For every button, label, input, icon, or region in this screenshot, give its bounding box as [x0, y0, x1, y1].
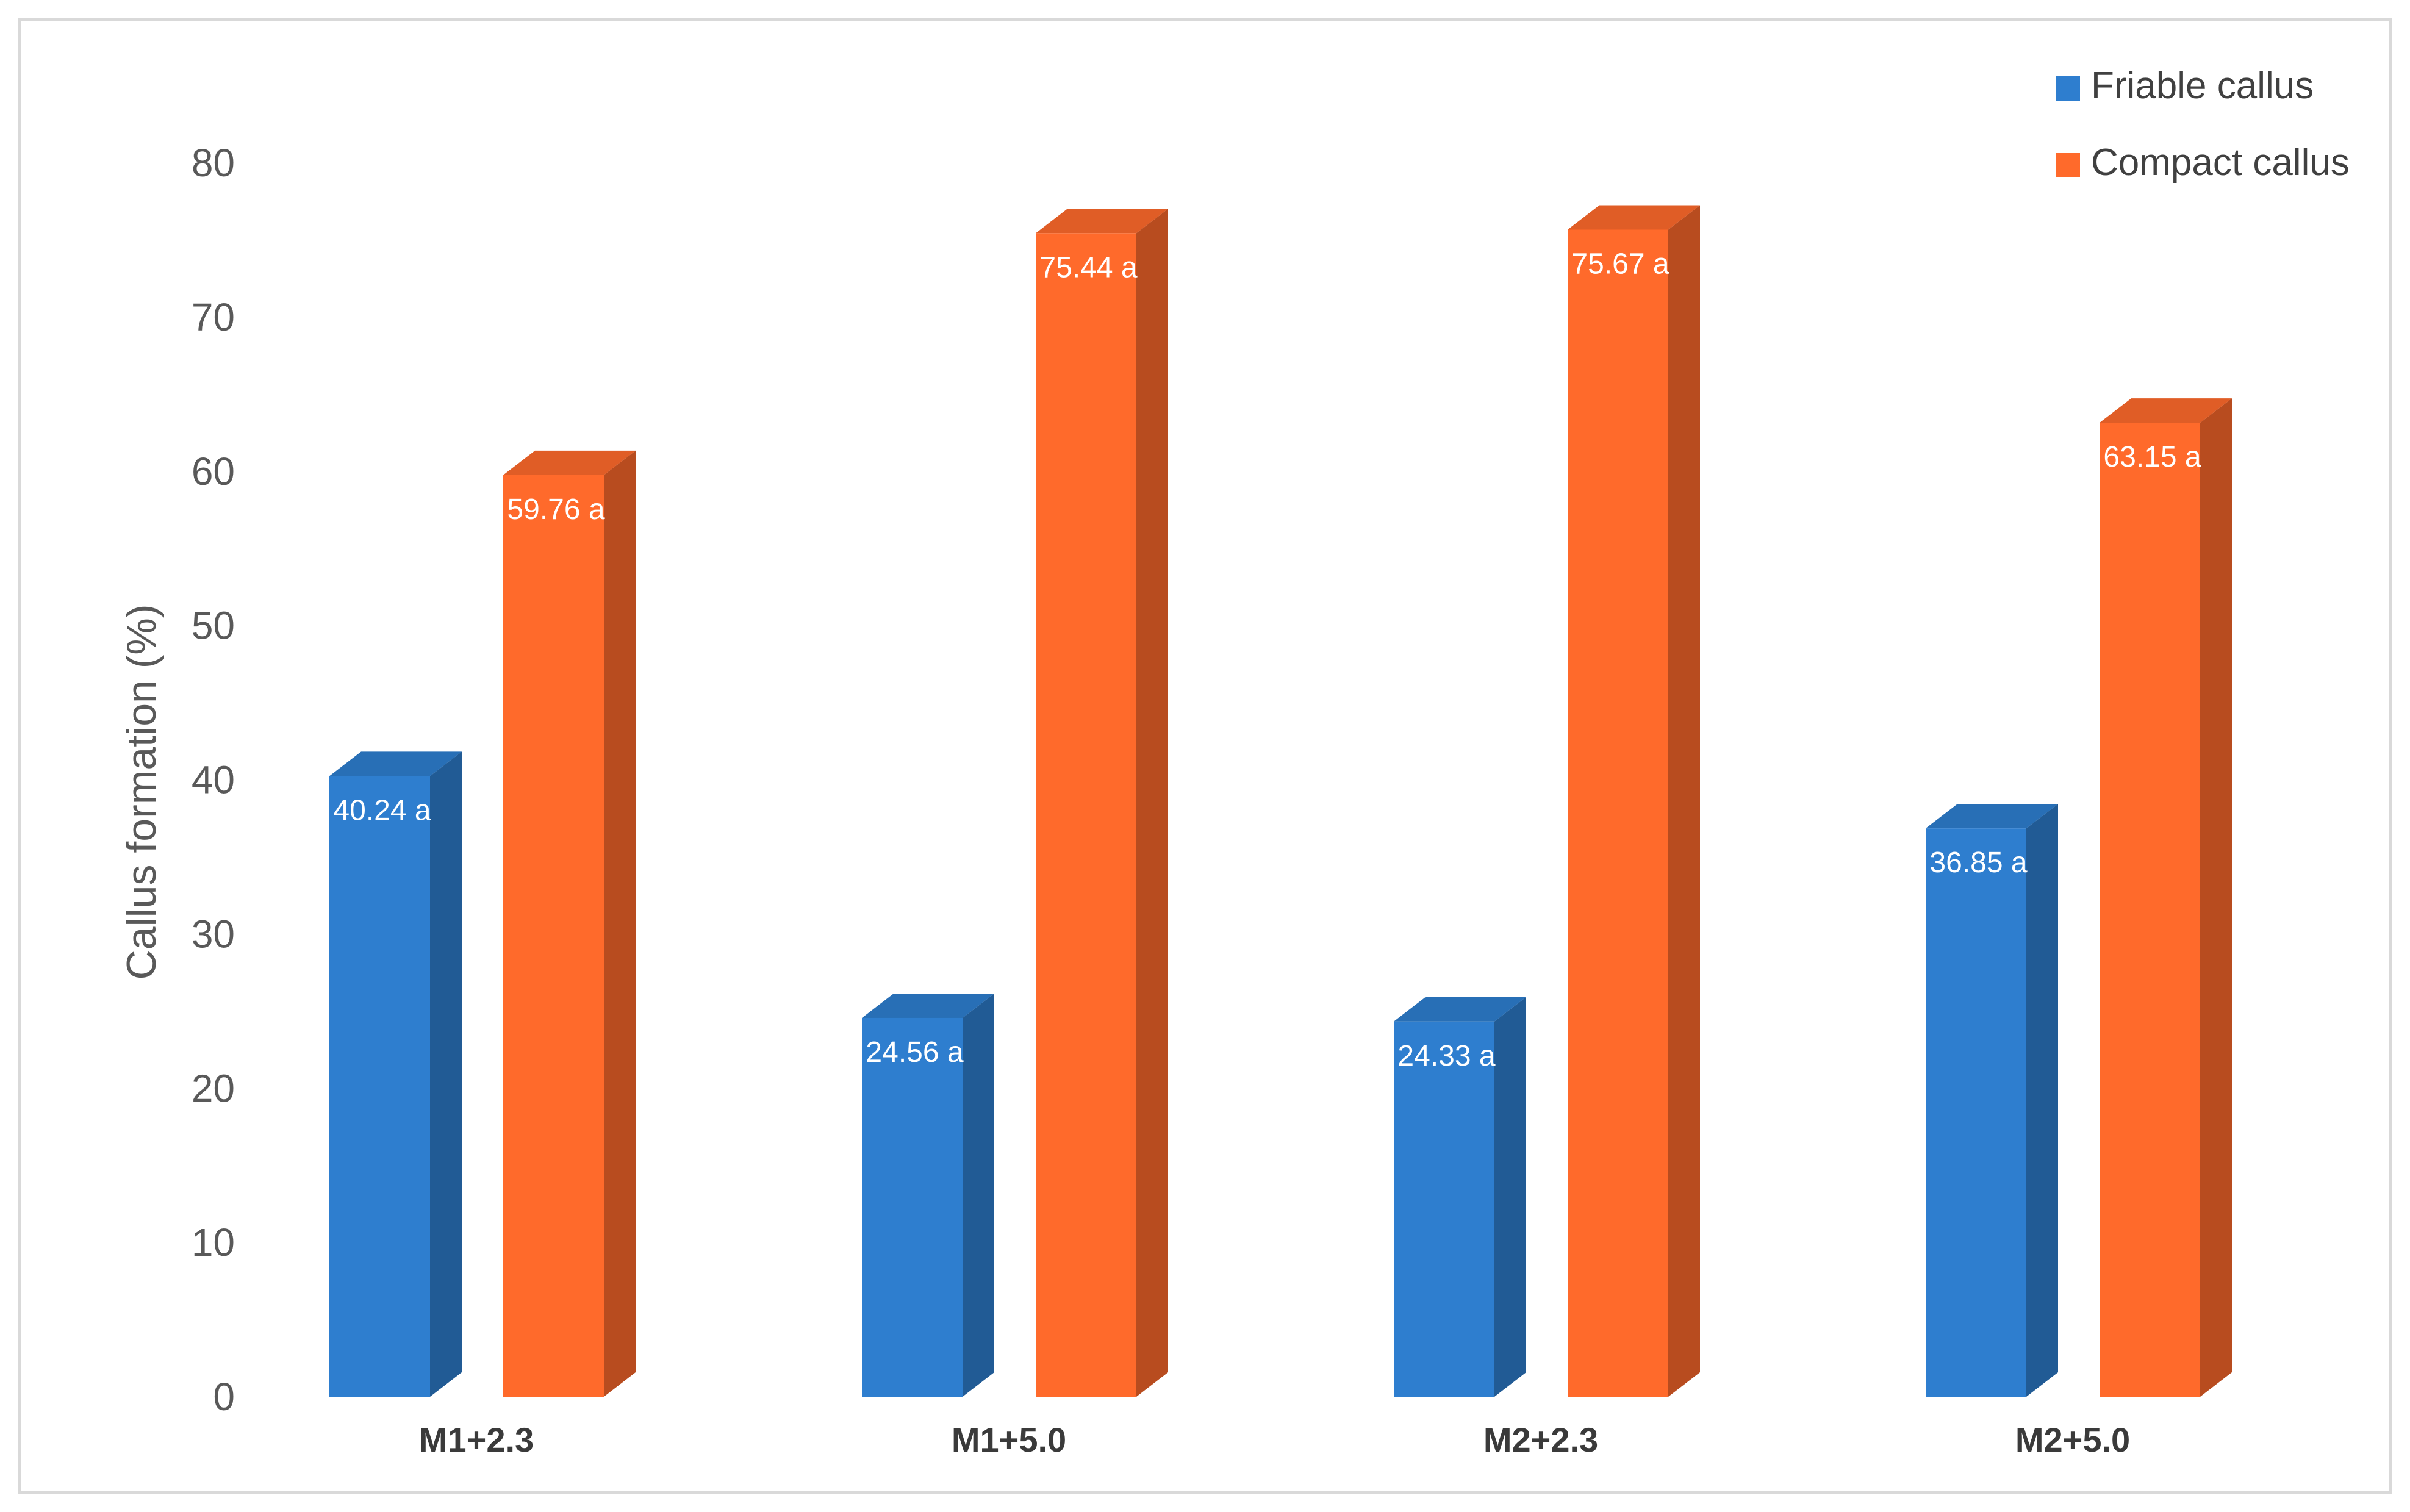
- x-tick-label: M1+2.3: [419, 1421, 534, 1459]
- bar-compact-callus: [1568, 229, 1668, 1397]
- legend-swatch: [2056, 76, 2080, 101]
- bar-top-compact-callus: [1568, 205, 1700, 230]
- y-tick-label: 40: [192, 758, 235, 802]
- bar-top-friable-callus: [329, 751, 462, 776]
- data-label: 59.76 a: [507, 493, 604, 526]
- category-labels: M1+2.3 M1+5.0 M2+2.3 M2+5.0: [419, 1421, 2130, 1459]
- bars-group: 40.24 a 59.76 a 24.56 a 75.44 a 24.33 a 75.67…: [329, 205, 2232, 1397]
- legend: Friable callus Compact callus: [2056, 65, 2350, 184]
- bar-top-friable-callus: [862, 993, 994, 1018]
- data-label: 75.67 a: [1571, 248, 1669, 280]
- x-tick-label: M1+5.0: [952, 1421, 1066, 1459]
- x-tick-label: M2+5.0: [2015, 1421, 2130, 1459]
- bar-friable-callus: [329, 776, 430, 1397]
- bar-side-compact-callus: [1136, 209, 1168, 1397]
- x-tick-label: M2+2.3: [1483, 1421, 1598, 1459]
- bar-friable-callus: [1926, 828, 2026, 1397]
- y-tick-label: 80: [192, 141, 235, 185]
- y-tick-label: 60: [192, 450, 235, 493]
- bar-friable-callus: [862, 1017, 963, 1397]
- y-tick-label: 50: [192, 604, 235, 648]
- bar-side-friable-callus: [963, 993, 994, 1397]
- data-label: 40.24 a: [333, 794, 431, 826]
- legend-label: Friable callus: [2091, 65, 2314, 107]
- bar-top-compact-callus: [1036, 209, 1168, 234]
- bar-top-friable-callus: [1394, 997, 1526, 1022]
- bar-side-compact-callus: [1668, 205, 1700, 1397]
- data-label: 63.15 a: [2103, 441, 2201, 473]
- bar-side-compact-callus: [604, 450, 636, 1397]
- bar-top-compact-callus: [503, 450, 636, 475]
- y-tick-label: 0: [213, 1375, 235, 1419]
- bar-top-compact-callus: [2100, 398, 2232, 423]
- y-axis-ticks: 0 10 20 30 40 50 60 70 80: [192, 141, 235, 1419]
- chart-frame: 0 10 20 30 40 50 60 70 80 Callus formation (%) 4…: [18, 18, 2392, 1494]
- data-label: 36.85 a: [1929, 847, 2027, 879]
- data-label: 24.56 a: [866, 1036, 963, 1069]
- y-tick-label: 70: [192, 295, 235, 339]
- y-tick-label: 30: [192, 912, 235, 956]
- y-axis-title: Callus formation (%): [118, 604, 165, 980]
- bar-compact-callus: [1036, 233, 1136, 1397]
- legend-swatch: [2056, 153, 2080, 177]
- bar-top-friable-callus: [1926, 804, 2058, 829]
- y-tick-label: 20: [192, 1066, 235, 1110]
- bar-side-friable-callus: [430, 751, 462, 1397]
- data-label: 75.44 a: [1039, 251, 1137, 284]
- bar-side-friable-callus: [1494, 997, 1526, 1397]
- data-label: 24.33 a: [1397, 1040, 1495, 1072]
- legend-label: Compact callus: [2091, 142, 2350, 184]
- bar-chart: 0 10 20 30 40 50 60 70 80 Callus formation (%) 4…: [118, 65, 2350, 1459]
- bar-side-compact-callus: [2200, 398, 2232, 1397]
- bar-side-friable-callus: [2026, 804, 2058, 1397]
- bar-friable-callus: [1394, 1021, 1494, 1397]
- bar-compact-callus: [2100, 423, 2200, 1397]
- bar-compact-callus: [503, 475, 604, 1397]
- y-tick-label: 10: [192, 1220, 235, 1264]
